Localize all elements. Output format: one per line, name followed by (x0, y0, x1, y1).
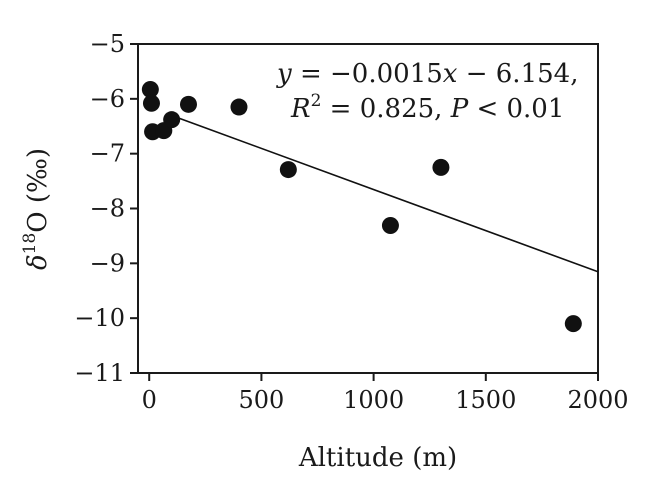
y-axis-title-prefix: δ (23, 254, 53, 270)
equation-p-value: < 0.01 (468, 94, 564, 124)
y-axis-title-suffix: O (‰) (23, 148, 53, 233)
equation-line-1: y = −0.0015x − 6.154, (276, 59, 578, 89)
y-tick-label: −5 (90, 30, 125, 58)
x-tick-label: 2000 (567, 386, 628, 414)
x-axis-ticks: 0 500 1000 1500 2000 (142, 373, 629, 414)
equation-line-2: R2 = 0.825, P < 0.01 (290, 91, 564, 124)
y-tick-label: −7 (90, 140, 125, 168)
equation-var-r: R (290, 94, 311, 124)
regression-line (171, 114, 599, 273)
equation-intercept: − 6.154, (457, 59, 578, 89)
x-tick-label: 500 (239, 386, 285, 414)
equation-r-superscript: 2 (311, 91, 322, 111)
data-point (381, 216, 399, 234)
data-point (564, 315, 582, 333)
y-tick-label: −9 (90, 249, 125, 277)
y-tick-label: −8 (90, 195, 125, 223)
data-point (163, 111, 181, 129)
data-point (142, 94, 160, 112)
x-tick-label: 0 (142, 386, 157, 414)
x-tick-label: 1500 (455, 386, 516, 414)
y-axis-ticks: −5 −6 −7 −8 −9 −10 −11 (74, 30, 138, 387)
y-tick-label: −6 (90, 85, 125, 113)
data-points (141, 81, 582, 333)
equation-var-x: x (443, 59, 458, 89)
equation-slope: = −0.0015 (292, 59, 443, 89)
x-tick-label: 1000 (343, 386, 404, 414)
x-axis-title: Altitude (m) (298, 443, 457, 473)
y-axis-title: δ18O (‰) (20, 148, 53, 270)
y-tick-label: −10 (74, 304, 125, 332)
y-axis-title-superscript: 18 (20, 233, 40, 255)
data-point (179, 95, 197, 113)
data-point (432, 158, 450, 176)
data-point (230, 98, 248, 116)
regression-line-group (171, 114, 599, 273)
equation-var-y: y (276, 59, 292, 89)
equation-var-p: P (450, 94, 469, 124)
equation-r-value: = 0.825, (321, 94, 450, 124)
y-tick-label: −11 (74, 359, 125, 387)
data-point (279, 161, 297, 179)
data-point (141, 81, 159, 99)
